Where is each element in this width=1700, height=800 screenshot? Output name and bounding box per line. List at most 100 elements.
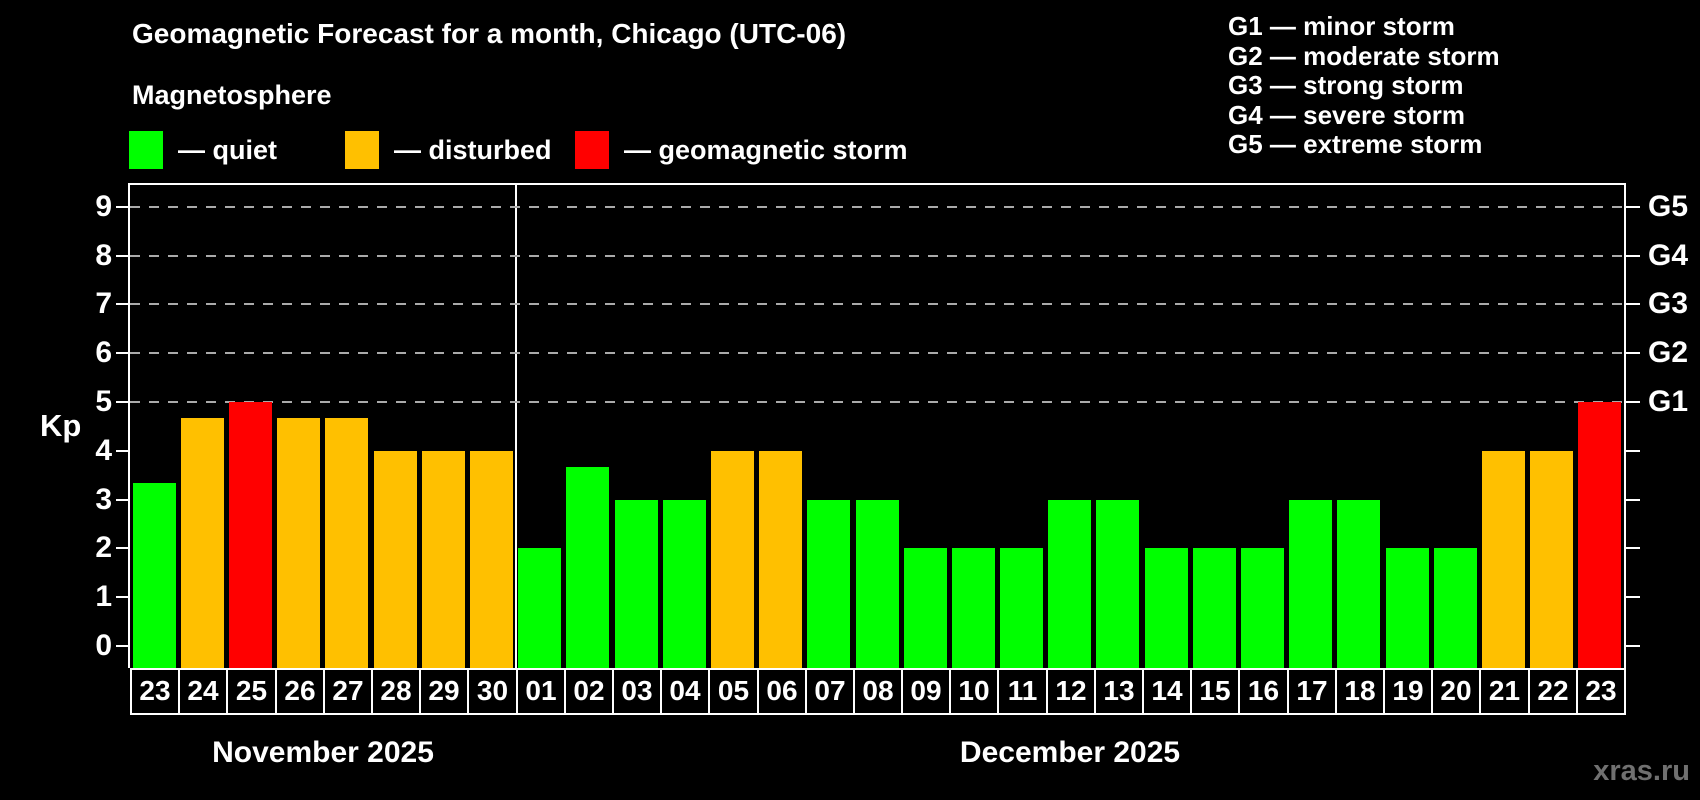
y-tick-label-6: 6: [95, 336, 112, 370]
quiet-color-swatch: [129, 131, 163, 169]
day-label-17: 17: [1287, 668, 1337, 715]
left-axis-tick: [116, 352, 130, 355]
kp-bar-day-09: [903, 548, 947, 668]
kp-bar-day-21: [1482, 450, 1526, 668]
month-label-0: November 2025: [212, 736, 434, 769]
g-scale-legend-line: G3 — strong storm: [1228, 70, 1464, 100]
day-label-09: 09: [901, 668, 951, 715]
day-label-24: 24: [178, 668, 228, 715]
day-label-08: 08: [853, 668, 903, 715]
plot-area: [130, 183, 1624, 668]
kp-bar-day-16: [1241, 548, 1285, 668]
gridline-kp-8: [130, 254, 1624, 257]
kp-bar-day-27: [325, 418, 369, 668]
day-label-12: 12: [1046, 668, 1096, 715]
day-label-10: 10: [949, 668, 999, 715]
right-axis-tick: [1626, 352, 1640, 355]
kp-bar-day-10: [951, 548, 995, 668]
right-axis-tick: [1626, 547, 1640, 550]
day-label-26: 26: [275, 668, 325, 715]
day-label-23: 23: [1576, 668, 1626, 715]
kp-bar-day-07: [807, 499, 851, 668]
y-tick-label-5: 5: [95, 385, 112, 418]
g-scale-legend: G1 — minor storm G2 — moderate storm G3 …: [1228, 11, 1500, 160]
gridline-kp-6: [130, 352, 1624, 355]
kp-bar-day-26: [277, 418, 321, 668]
day-label-11: 11: [997, 668, 1048, 715]
plot-right-border: [1624, 183, 1626, 668]
kp-bar-day-25: [228, 402, 272, 668]
kp-bar-day-23: [132, 483, 176, 668]
right-axis-tick: [1626, 303, 1640, 306]
right-axis-tick: [1626, 498, 1640, 501]
kp-bar-day-15: [1192, 548, 1236, 668]
kp-bar-day-14: [1144, 548, 1188, 668]
right-axis-tick: [1626, 401, 1640, 403]
legend-item-disturbed: — disturbed: [345, 130, 552, 170]
g-scale-label-G2: G2: [1648, 336, 1689, 370]
storm-color-swatch: [575, 131, 609, 169]
day-label-14: 14: [1142, 668, 1192, 715]
left-axis-tick: [116, 303, 130, 306]
day-label-23: 23: [130, 668, 180, 715]
legend-label: — geomagnetic storm: [624, 134, 908, 165]
day-label-28: 28: [371, 668, 421, 715]
kp-bar-day-01: [518, 548, 562, 668]
g-scale-legend-line: G4 — severe storm: [1228, 99, 1466, 130]
disturbed-color-swatch: [345, 131, 379, 169]
watermark: xras.ru: [1593, 755, 1690, 787]
g-scale-label-G5: G5: [1648, 189, 1689, 223]
day-label-27: 27: [323, 668, 373, 715]
gridline-kp-9: [130, 205, 1624, 208]
y-tick-label-7: 7: [95, 287, 112, 321]
day-label-16: 16: [1238, 668, 1289, 715]
y-tick-label-4: 4: [95, 433, 112, 467]
plot-left-border: [128, 183, 130, 668]
day-label-07: 07: [805, 668, 855, 715]
g-scale-legend-line: G5 — extreme storm: [1228, 129, 1483, 159]
kp-bar-day-04: [662, 499, 706, 668]
day-label-30: 30: [467, 668, 518, 715]
kp-bar-day-22: [1530, 450, 1574, 668]
day-label-29: 29: [419, 668, 469, 715]
right-axis-tick: [1626, 645, 1640, 647]
g-scale-legend-line: G2 — moderate storm: [1228, 40, 1500, 71]
day-label-04: 04: [660, 668, 710, 715]
y-tick-label-8: 8: [95, 238, 112, 272]
y-tick-label-3: 3: [95, 482, 112, 516]
chart-subtitle: Magnetosphere: [132, 80, 332, 110]
day-label-05: 05: [708, 668, 759, 715]
day-label-19: 19: [1383, 668, 1433, 715]
gridline-kp-5: [130, 401, 1624, 403]
right-axis-tick: [1626, 449, 1640, 452]
left-axis-tick: [116, 449, 130, 452]
g-scale-label-G4: G4: [1648, 238, 1689, 272]
kp-bar-day-28: [373, 450, 417, 668]
g-scale-label-G1: G1: [1648, 385, 1689, 418]
month-label-1: December 2025: [959, 736, 1181, 769]
left-axis-tick: [116, 498, 130, 501]
day-label-13: 13: [1094, 668, 1144, 715]
day-label-02: 02: [564, 668, 614, 715]
g-scale-label-G3: G3: [1648, 287, 1689, 321]
kp-bar-day-24: [180, 418, 224, 668]
legend-item-storm: — geomagnetic storm: [575, 130, 908, 170]
left-axis-tick: [116, 254, 130, 257]
plot-top-border: [128, 183, 1626, 185]
day-label-18: 18: [1335, 668, 1385, 715]
kp-bar-day-18: [1337, 499, 1381, 668]
kp-bar-day-05: [710, 450, 754, 668]
kp-bar-day-19: [1385, 548, 1429, 668]
kp-bar-day-13: [1096, 499, 1140, 668]
left-axis-tick: [116, 547, 130, 550]
y-axis-label: Kp: [40, 408, 82, 443]
kp-bar-day-20: [1433, 548, 1477, 668]
kp-bar-day-02: [566, 466, 610, 668]
kp-bar-day-29: [421, 450, 465, 668]
left-axis-tick: [116, 205, 130, 208]
kp-bar-day-12: [1048, 499, 1092, 668]
kp-bar-day-03: [614, 499, 658, 668]
day-label-21: 21: [1479, 668, 1530, 715]
day-label-06: 06: [757, 668, 807, 715]
